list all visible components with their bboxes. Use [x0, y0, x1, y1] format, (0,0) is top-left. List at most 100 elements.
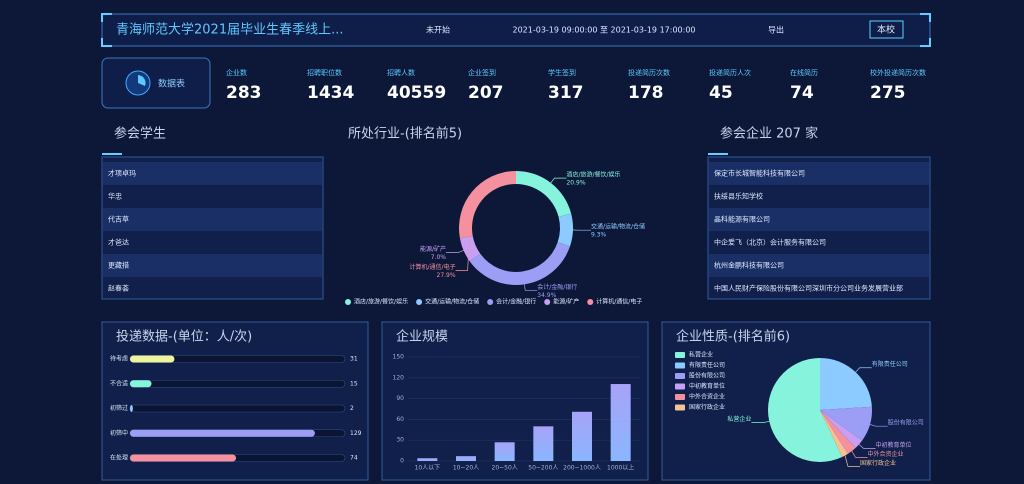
bar — [417, 458, 438, 461]
stat-label: 企业签到 — [468, 68, 496, 77]
y-tick-label: 120 — [393, 374, 405, 381]
slice — [516, 171, 572, 217]
stat-label: 投递简历人次 — [709, 68, 751, 77]
slice-label: 私营企业 — [727, 415, 751, 423]
y-tick-label: 30 — [396, 437, 404, 444]
slice-label: 中初教育单位 — [876, 441, 912, 449]
y-tick-label: 150 — [393, 354, 405, 361]
slice — [557, 213, 573, 247]
x-tick-label: 10人以下 — [415, 465, 441, 472]
slice — [459, 235, 481, 262]
stat-value: 317 — [548, 83, 584, 103]
bar-track — [129, 379, 346, 388]
row-text: 保定市长城智能科技有限公司 — [714, 169, 805, 178]
slice — [820, 410, 863, 448]
slice-label: 酒店/旅游/餐饮/娱乐 — [566, 171, 620, 179]
legend-swatch — [675, 383, 685, 390]
bar-label: 初筛过 — [110, 404, 128, 412]
slice-value: 7.0% — [431, 254, 447, 261]
slice — [820, 406, 872, 441]
data-icon-glyph — [138, 75, 146, 86]
slice — [459, 171, 516, 239]
legend-swatch — [544, 299, 551, 305]
legend-label: 中外合资企业 — [689, 393, 725, 401]
leader — [524, 284, 538, 291]
time-range: 2021-03-19 09:00:00 至 2021-03-19 17:00:0… — [512, 26, 695, 35]
companies-title: 参会企业 207 家 — [720, 126, 818, 142]
bar — [130, 355, 175, 363]
row-text: 更藏措 — [108, 261, 129, 270]
legend-label: 股份有限公司 — [689, 372, 725, 380]
slice-label: 计算机/通信/电子 — [410, 263, 456, 271]
row-bg — [709, 162, 929, 185]
row-bg — [709, 208, 929, 231]
stat-label: 学生签到 — [548, 68, 576, 77]
leader — [869, 424, 888, 427]
x-tick-label: 200~1000人 — [563, 465, 601, 472]
leader — [550, 177, 567, 184]
legend-label: 酒店/旅游/餐饮/娱乐 — [354, 298, 408, 306]
data-card — [101, 57, 211, 109]
stat-value: 45 — [709, 83, 733, 103]
row-text: 晶科能源有限公司 — [714, 215, 770, 224]
slice — [469, 242, 570, 286]
legend-label: 计算机/通信/电子 — [596, 298, 642, 306]
row-text: 扶绥县乐知学校 — [714, 192, 763, 201]
slice-value: 9.3% — [591, 232, 607, 239]
y-tick-label: 0 — [400, 458, 404, 465]
bar-value: 31 — [350, 356, 358, 363]
bar-value: 129 — [350, 430, 362, 437]
school-button[interactable] — [869, 20, 904, 39]
legend-swatch — [416, 299, 423, 305]
x-tick-label: 1000以上 — [607, 464, 634, 472]
slice-label: 能源/矿产 — [420, 245, 446, 253]
legend-swatch — [587, 299, 594, 305]
bar — [456, 456, 476, 461]
header-bar — [101, 13, 931, 47]
row-bg — [103, 208, 322, 231]
row-text: 代吉草 — [108, 215, 129, 224]
legend-swatch — [675, 362, 685, 369]
row-text: 华忠 — [108, 192, 122, 201]
stat-value: 283 — [226, 83, 262, 103]
bar-track — [129, 404, 346, 413]
leader — [844, 455, 860, 467]
legend-swatch — [345, 299, 351, 305]
slice-value: 27.9% — [437, 272, 456, 279]
stat-value: 178 — [628, 83, 664, 103]
row-text: 中企爱飞（北京）会计服务有限公司 — [714, 238, 826, 247]
chart-title: 投递数据-(单位：人/次) — [116, 329, 252, 345]
row-text: 中国人民财产保险股份有限公司深圳市分公司业务发展营业部 — [714, 284, 903, 293]
slice — [820, 410, 856, 454]
row-bg — [709, 254, 929, 277]
legend-swatch — [487, 299, 494, 305]
chart-title: 企业性质-(排名前6) — [676, 329, 790, 345]
y-tick-label: 90 — [396, 395, 404, 402]
students-title: 参会学生 — [114, 126, 166, 142]
slice-label: 交通/运输/物流/仓储 — [591, 223, 645, 231]
bar-value: 15 — [350, 380, 358, 387]
bar — [533, 426, 554, 461]
legend-swatch — [675, 352, 685, 358]
stat-label: 招聘职位数 — [307, 68, 342, 77]
stat-value: 40559 — [387, 83, 446, 103]
x-tick-label: 10~20人 — [453, 465, 479, 472]
row-text: 才项卓玛 — [108, 169, 136, 178]
slice — [820, 358, 872, 410]
slice-label: 有限责任公司 — [872, 360, 908, 368]
export[interactable]: 导出 — [768, 25, 784, 35]
bar-label: 不合适 — [110, 379, 128, 387]
delivery-panel — [101, 321, 369, 481]
legend-swatch — [675, 373, 685, 379]
school-button-label[interactable]: 本校 — [877, 24, 895, 36]
bar — [610, 384, 631, 461]
stat-label: 招聘人数 — [387, 68, 415, 77]
stat-label: 在线简历 — [790, 68, 818, 77]
stat-value: 1434 — [307, 83, 354, 103]
status: 未开始 — [426, 25, 450, 35]
row-text: 赵春荟 — [108, 284, 129, 293]
stat-value: 275 — [870, 83, 906, 103]
header-title: 青海师范大学2021届毕业生春季线上... — [116, 22, 343, 38]
bar-label: 待考虑 — [110, 355, 128, 363]
